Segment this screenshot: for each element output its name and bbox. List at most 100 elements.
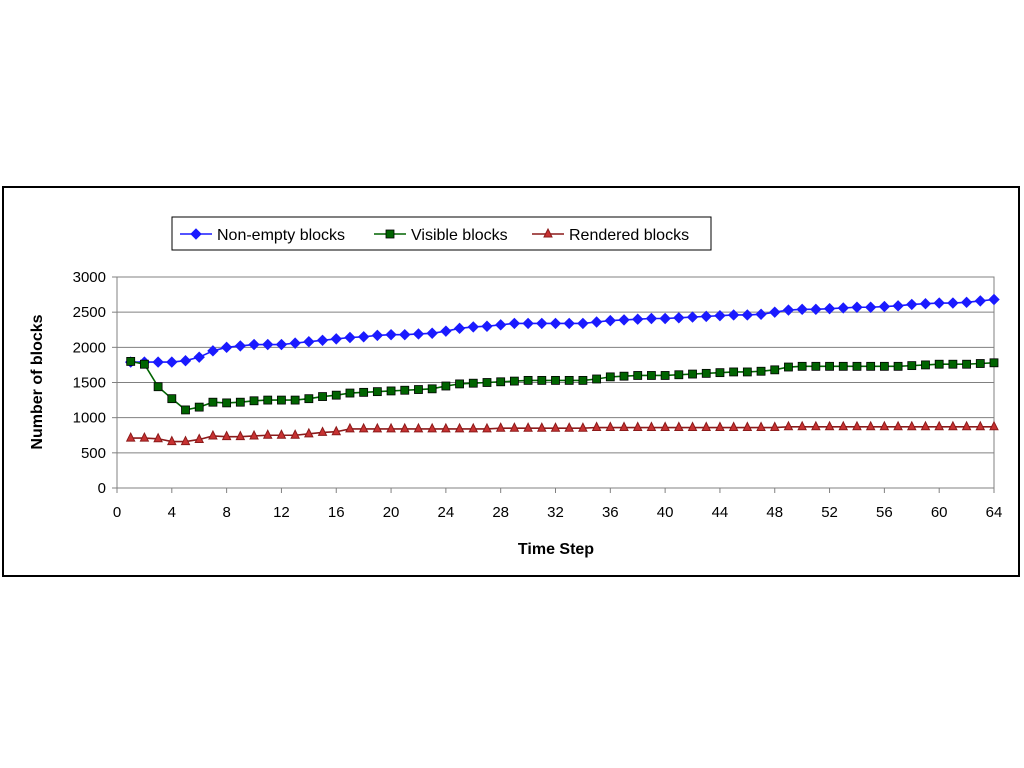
data-point (304, 427, 314, 438)
data-point (467, 321, 479, 333)
data-point (194, 433, 205, 443)
data-point (330, 333, 342, 345)
data-point (728, 421, 739, 432)
data-point (153, 382, 163, 392)
data-point (289, 337, 301, 349)
data-point (975, 420, 986, 431)
series-line (130, 360, 995, 411)
x-tick-label: 52 (821, 504, 838, 521)
data-point (645, 312, 658, 325)
data-point (345, 422, 355, 433)
data-point (468, 422, 479, 433)
data-point (934, 420, 944, 431)
data-point (838, 420, 849, 431)
data-point (742, 421, 753, 432)
data-point (372, 422, 383, 433)
data-point (220, 341, 233, 354)
data-point (729, 367, 739, 377)
y-tick-label: 500 (81, 445, 106, 462)
x-tick-label: 32 (547, 504, 564, 521)
data-point (208, 429, 218, 440)
data-point (866, 361, 876, 371)
data-point (962, 359, 971, 369)
data-point (194, 402, 204, 412)
data-point (700, 310, 712, 323)
data-point (207, 345, 219, 357)
data-point (823, 302, 836, 315)
data-point (674, 370, 684, 380)
x-axis: 0 4 8 12 16 20 24 28 32 36 40 44 48 52 56 60 64 (113, 488, 1002, 521)
data-point (811, 420, 821, 431)
data-point (414, 385, 423, 394)
data-point (920, 420, 931, 431)
legend-marker (543, 227, 553, 238)
data-point (727, 309, 740, 321)
data-point (619, 421, 629, 432)
x-tick-label: 60 (931, 504, 948, 521)
legend-marker (190, 228, 202, 240)
data-point (715, 421, 725, 432)
data-point (797, 361, 807, 371)
data-point (386, 386, 396, 396)
data-point (290, 395, 300, 405)
data-point (482, 422, 492, 433)
data-point (960, 296, 973, 309)
data-point (564, 422, 575, 432)
data-point (618, 314, 630, 326)
data-point (208, 397, 218, 407)
data-point (331, 390, 341, 400)
data-point (263, 395, 273, 405)
series-line (130, 298, 995, 363)
data-point (961, 420, 972, 431)
legend-label: Non-empty blocks (217, 227, 345, 244)
data-point (357, 331, 370, 343)
data-point (605, 372, 615, 382)
data-point (783, 420, 794, 431)
x-tick-label: 24 (438, 504, 455, 521)
data-point (318, 392, 327, 401)
data-point (769, 421, 780, 432)
data-point (948, 420, 958, 431)
data-point (494, 319, 507, 331)
data-point (551, 375, 560, 385)
data-point (975, 359, 985, 368)
series-line (130, 426, 994, 443)
data-point (167, 435, 177, 446)
data-point (590, 316, 603, 328)
data-point (947, 297, 959, 309)
data-point (317, 426, 328, 436)
data-point (235, 397, 245, 407)
data-point (851, 301, 863, 313)
data-point (632, 313, 644, 325)
data-point (852, 420, 862, 431)
data-point (988, 293, 1000, 306)
data-point (193, 351, 205, 363)
x-axis-title: Time Step (518, 541, 594, 558)
data-point (893, 420, 903, 431)
y-axis: 0 500 1000 1500 2000 2500 3000 (73, 269, 117, 497)
data-point (879, 420, 890, 431)
x-tick-label: 8 (222, 504, 230, 521)
data-point (934, 359, 944, 369)
data-point (400, 385, 410, 395)
data-point (811, 361, 821, 371)
data-point (591, 421, 602, 432)
data-point (549, 317, 562, 330)
x-tick-label: 28 (492, 504, 509, 521)
data-point (796, 303, 808, 316)
data-point (275, 338, 288, 351)
data-point (769, 306, 781, 318)
y-tick-label: 2500 (73, 304, 106, 321)
data-point (715, 368, 725, 378)
data-point (659, 312, 671, 325)
data-point (578, 422, 588, 432)
data-point (633, 371, 643, 380)
data-point (892, 300, 904, 312)
y-tick-label: 1000 (73, 410, 106, 427)
data-point (126, 356, 136, 366)
legend-label: Visible blocks (411, 227, 508, 244)
x-tick-label: 44 (712, 504, 729, 521)
data-point (660, 421, 670, 432)
data-point (412, 328, 425, 340)
data-point (893, 361, 903, 371)
